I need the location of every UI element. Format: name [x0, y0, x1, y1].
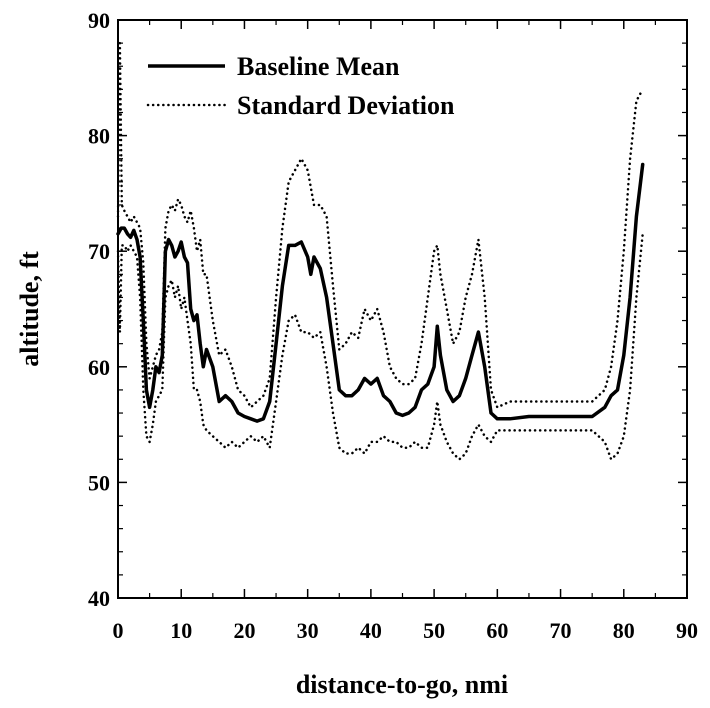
tick-labels: 0 10 20 30 40 50 60 70 80 90 40 50 60 70 80 90 [88, 8, 698, 643]
x-tick-label: 50 [423, 618, 445, 643]
x-tick-label: 30 [297, 618, 319, 643]
y-tick-label: 60 [88, 355, 110, 380]
x-tick-label: 60 [486, 618, 508, 643]
x-tick-label: 70 [550, 618, 572, 643]
x-tick-label: 20 [233, 618, 255, 643]
series-layer [116, 41, 645, 461]
x-tick-label: 10 [170, 618, 192, 643]
x-tick-label: 90 [676, 618, 698, 643]
y-tick-label: 70 [88, 239, 110, 264]
y-axis-title: altitude, ft [15, 251, 44, 367]
x-axis-title: distance-to-go, nmi [296, 670, 508, 699]
baseline-mean-line [116, 162, 645, 423]
legend: Baseline Mean Standard Deviation [146, 52, 455, 120]
y-tick-label: 50 [88, 470, 110, 495]
x-tick-label: 80 [613, 618, 635, 643]
legend-label-baseline-mean: Baseline Mean [237, 52, 400, 81]
y-tick-label: 90 [88, 8, 110, 33]
legend-label-standard-deviation: Standard Deviation [237, 91, 455, 120]
standard-deviation-line-2 [116, 232, 644, 461]
standard-deviation-line-1 [116, 41, 644, 409]
x-tick-label: 40 [360, 618, 382, 643]
y-tick-label: 80 [88, 124, 110, 149]
y-tick-label: 40 [88, 586, 110, 611]
x-tick-label: 0 [113, 618, 124, 643]
